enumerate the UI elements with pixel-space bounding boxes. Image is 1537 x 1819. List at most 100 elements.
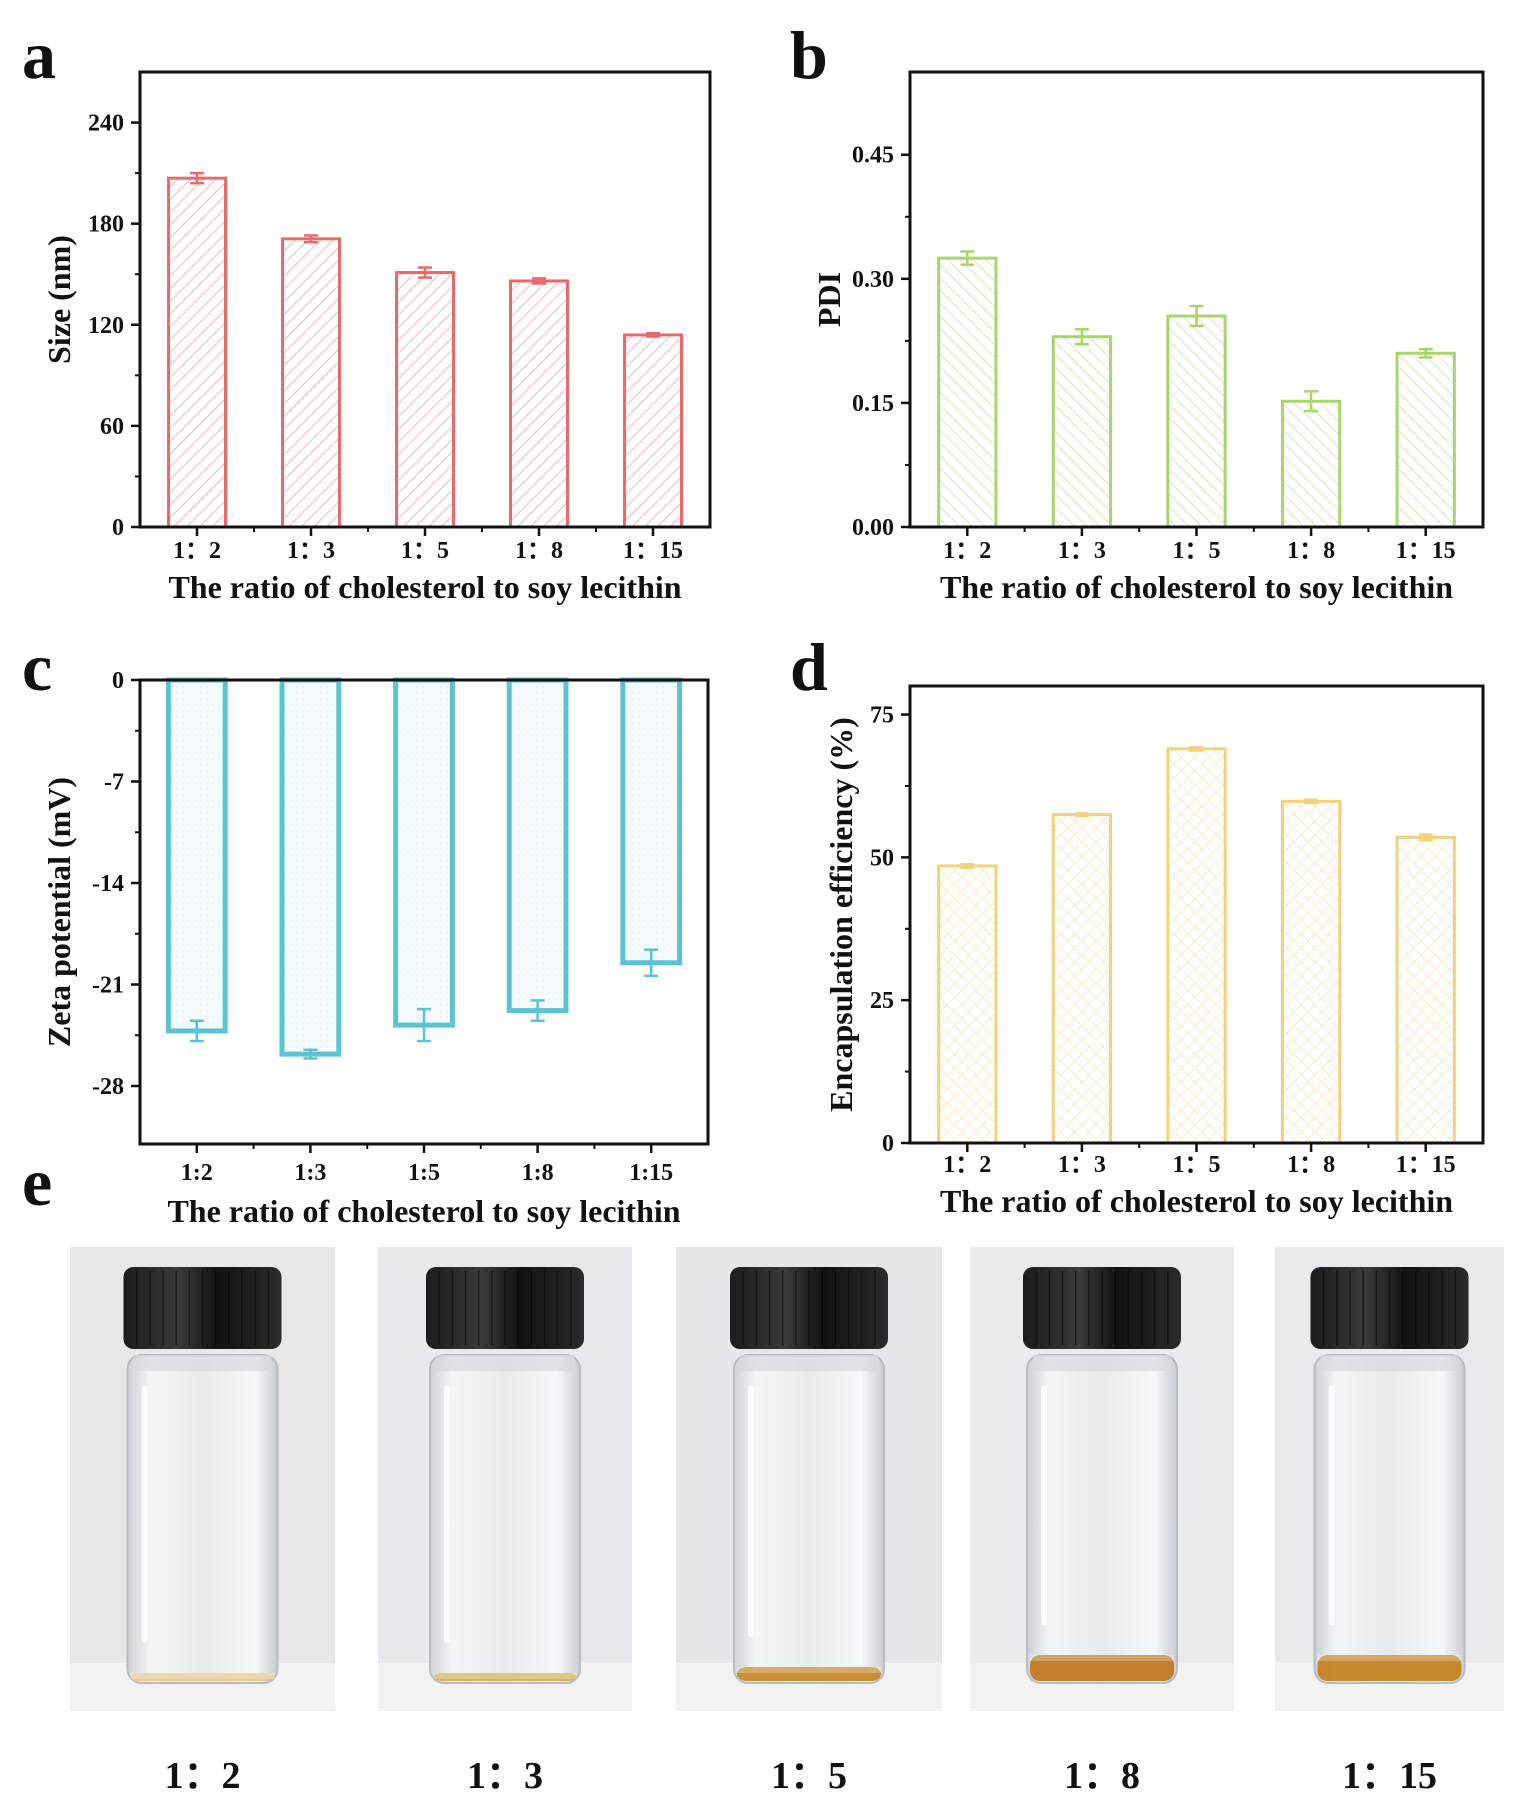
vial-glass-4 — [1026, 1354, 1178, 1684]
vial-highlight-2 — [444, 1385, 450, 1643]
vial-liquid-1 — [130, 1673, 275, 1681]
vial-meniscus-1 — [130, 1673, 275, 1679]
x-tick-label-d-2: 1：3 — [1058, 1152, 1106, 1178]
y-tick-label-d-3: 50 — [870, 845, 894, 871]
vial-neck-2 — [436, 1355, 574, 1371]
photo-label-2: 1：3 — [467, 1755, 543, 1797]
x-tick-label-c-2: 1:3 — [294, 1160, 326, 1186]
vial-highlight-3 — [748, 1385, 754, 1637]
x-axis-title-a: The ratio of cholesterol to soy lecithin — [168, 569, 681, 605]
y-tick-label-d-1: 0 — [882, 1131, 894, 1157]
bar-a-4 — [509, 279, 569, 529]
bar-c-2 — [279, 677, 342, 1057]
x-tick-label-b-4: 1：8 — [1287, 538, 1335, 564]
y-tick-label-c-2: -7 — [104, 770, 124, 796]
bar-d-4 — [1280, 799, 1342, 1145]
y-tick-label-d-4: 75 — [870, 703, 894, 729]
bar-a-3 — [395, 271, 455, 529]
bar-d-2 — [1051, 813, 1113, 1145]
panel-letter-e: e — [22, 1144, 52, 1220]
chart-encapsulation-efficiency: 1：2 1：3 1：5 1：8 1：15 0 25 50 75 The ratio of chol… — [823, 684, 1485, 1219]
vial-liquid-5 — [1317, 1655, 1462, 1681]
x-axis-title-d: The ratio of cholesterol to soy lecithin — [940, 1183, 1453, 1219]
y-tick-label-a-1: 0 — [112, 515, 124, 541]
bar-d-3 — [1166, 747, 1227, 1145]
vial-glass-1 — [126, 1354, 279, 1684]
y-axis-title-d: Encapsulation efficiency (%) — [823, 717, 859, 1112]
vial-meniscus-2 — [433, 1673, 577, 1679]
x-tick-label-d-5: 1：15 — [1396, 1152, 1456, 1178]
bar-c-5 — [620, 677, 683, 966]
vial-neck-5 — [1320, 1355, 1459, 1371]
vial-glass-3 — [733, 1354, 885, 1684]
vial-photos: 1：2 1：3 1：5 1：8 1：15 — [70, 1247, 1504, 1797]
photo-label-3: 1：5 — [771, 1755, 847, 1797]
vial-neck-4 — [1033, 1355, 1171, 1371]
bar-a-2 — [281, 237, 341, 529]
y-tick-label-b-3: 0.30 — [852, 267, 894, 293]
x-tick-label-b-3: 1：5 — [1173, 538, 1221, 564]
x-tick-label-c-3: 1:5 — [408, 1160, 440, 1186]
chart-size: 1：2 1：3 1：5 1：8 1：15 0 60 120 180 240 The ratio of… — [41, 70, 712, 605]
y-tick-label-c-3: -14 — [92, 871, 124, 897]
bar-b-2 — [1051, 335, 1113, 529]
photo-label-5: 1：15 — [1342, 1755, 1437, 1797]
y-tick-label-c-4: -21 — [92, 973, 124, 999]
x-tick-label-a-5: 1：15 — [623, 538, 683, 564]
photo-label-4: 1：8 — [1064, 1755, 1140, 1797]
x-tick-label-a-3: 1：5 — [401, 538, 449, 564]
y-tick-label-b-1: 0.00 — [852, 515, 894, 541]
chart-zeta-potential: 1:2 1:3 1:5 1:8 1:15 0 -7 -14 -21 -28 The ratio of… — [41, 668, 710, 1229]
vial-highlight-1 — [141, 1385, 148, 1643]
chart-pdi: 1：2 1：3 1：5 1：8 1：15 0.00 0.15 0.30 0.45 The rati… — [811, 70, 1485, 605]
x-tick-label-b-5: 1：15 — [1396, 538, 1456, 564]
x-tick-label-c-4: 1:8 — [522, 1160, 554, 1186]
y-tick-label-a-2: 60 — [100, 414, 124, 440]
y-tick-label-b-2: 0.15 — [852, 391, 894, 417]
plot-frame-b — [908, 70, 1485, 529]
bar-a-1 — [167, 176, 227, 529]
panel-letter-a: a — [22, 17, 56, 93]
vial-highlight-5 — [1328, 1385, 1335, 1625]
y-tick-label-d-2: 25 — [870, 988, 894, 1014]
plot-frame-a — [138, 70, 712, 529]
y-tick-label-c-5: -28 — [92, 1074, 124, 1100]
plot-frame-d — [908, 684, 1485, 1145]
bar-c-4 — [506, 677, 569, 1014]
vial-glass-5 — [1313, 1354, 1466, 1684]
bar-d-5 — [1395, 835, 1456, 1145]
vial-neck-1 — [133, 1355, 272, 1371]
plot-frame-c — [138, 678, 710, 1146]
vial-meniscus-4 — [1030, 1655, 1174, 1661]
x-tick-label-b-2: 1：3 — [1058, 538, 1106, 564]
y-axis-title-b: PDI — [811, 272, 847, 327]
x-axis-title-b: The ratio of cholesterol to soy lecithin — [940, 569, 1453, 605]
y-tick-label-a-4: 180 — [88, 212, 124, 238]
x-tick-label-a-4: 1：8 — [515, 538, 563, 564]
x-tick-label-d-4: 1：8 — [1287, 1152, 1335, 1178]
bar-b-5 — [1395, 351, 1456, 529]
x-tick-label-c-5: 1:15 — [629, 1160, 673, 1186]
x-axis-title-c: The ratio of cholesterol to soy lecithin — [167, 1193, 680, 1229]
vial-liquid-3 — [737, 1667, 881, 1681]
y-tick-label-b-4: 0.45 — [852, 143, 894, 169]
vial-liquid-2 — [433, 1673, 577, 1681]
vial-highlight-4 — [1041, 1385, 1047, 1625]
vial-liquid-4 — [1030, 1655, 1174, 1681]
bar-c-1 — [165, 677, 228, 1034]
y-tick-label-a-3: 120 — [88, 313, 124, 339]
vial-glass-2 — [429, 1354, 581, 1684]
panel-letter-b: b — [790, 17, 828, 93]
bar-b-1 — [937, 256, 998, 529]
y-tick-label-c-1: 0 — [112, 668, 124, 694]
bar-a-5 — [623, 333, 683, 529]
x-tick-label-b-1: 1：2 — [943, 538, 991, 564]
vial-neck-3 — [740, 1355, 878, 1371]
vial-meniscus-3 — [737, 1667, 881, 1673]
x-tick-label-d-1: 1：2 — [943, 1152, 991, 1178]
bar-c-3 — [393, 677, 455, 1028]
panel-letter-d: d — [790, 629, 828, 705]
y-axis-title-a: Size (nm) — [41, 235, 77, 364]
x-tick-label-a-2: 1：3 — [287, 538, 335, 564]
